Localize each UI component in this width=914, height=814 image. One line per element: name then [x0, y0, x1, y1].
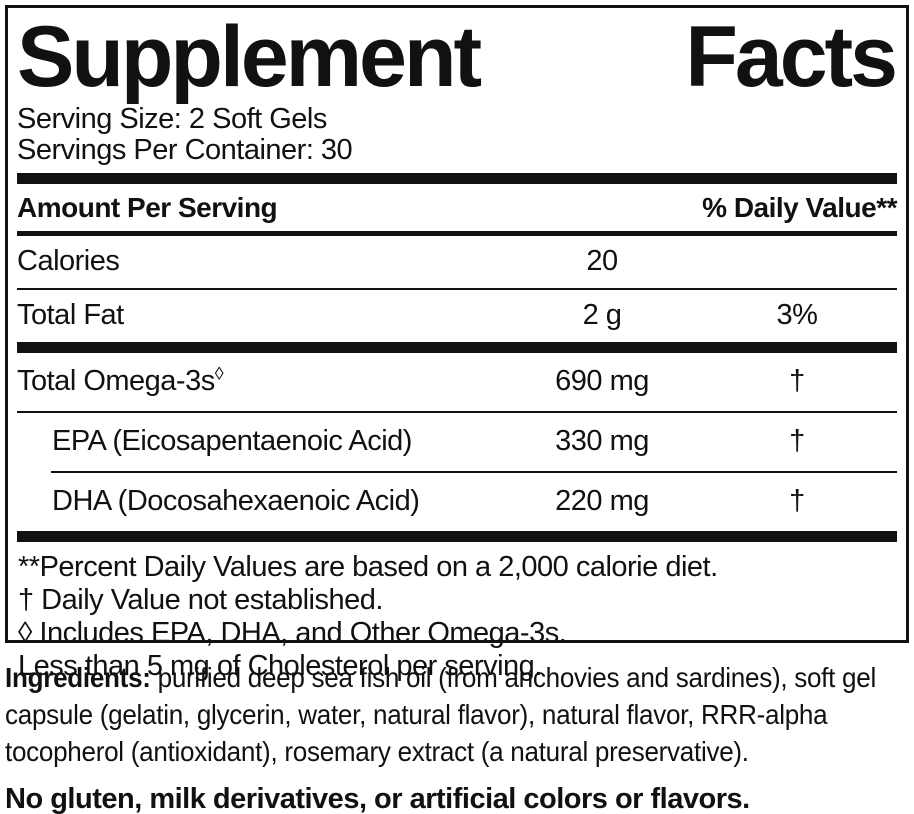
section-divider-bar — [17, 342, 897, 353]
row-divider-indented — [51, 471, 897, 473]
footnotes-block: **Percent Daily Values are based on a 2,… — [17, 542, 897, 683]
ingredients-paragraph: Ingredients: purified deep sea fish oil … — [5, 659, 909, 770]
nutrient-row-dha: DHA (Docosahexaenoic Acid) 220 mg † — [17, 473, 897, 531]
nutrient-amount: 330 mg — [555, 425, 649, 457]
nutrient-amount: 20 — [586, 245, 618, 277]
daily-value-header: % Daily Value** — [702, 192, 897, 223]
nutrient-row-total-omega3s: Total Omega-3s◊ 690 mg † — [17, 353, 897, 411]
nutrient-daily-value: 3% — [776, 299, 818, 331]
nutrient-name: Total Fat — [17, 299, 124, 331]
section-divider-bar — [17, 531, 897, 542]
ingredients-list-text: purified deep sea fish oil (from anchovi… — [5, 662, 876, 767]
footnote-daily-value-not-established: † Daily Value not established. — [18, 584, 383, 616]
panel-title-word-right: Facts — [685, 9, 898, 105]
nutrient-row-epa: EPA (Eicosapentaenoic Acid) 330 mg † — [17, 413, 897, 471]
lozenge-footnote-marker: ◊ — [214, 363, 224, 384]
footnote-includes-omega3s: ◊ Includes EPA, DHA, and Other Omega-3s. — [18, 617, 567, 649]
allergen-note: No gluten, milk derivatives, or artifici… — [5, 783, 750, 814]
amount-per-serving-header: Amount Per Serving — [17, 192, 278, 223]
row-divider — [17, 411, 897, 413]
nutrient-name: Total Omega-3s◊ — [17, 363, 224, 397]
nutrient-daily-value: † — [789, 425, 805, 457]
section-divider-bar — [17, 173, 897, 184]
nutrient-amount: 220 mg — [555, 485, 649, 517]
nutrient-daily-value: † — [789, 365, 805, 397]
footnote-cholesterol: Less than 5 mg of Cholesterol per servin… — [18, 650, 542, 682]
panel-title: Supplement Facts — [17, 9, 898, 105]
nutrient-row-total-fat: Total Fat 2 g 3% — [17, 290, 897, 342]
header-divider-bar — [17, 231, 897, 236]
nutrient-amount: 2 g — [582, 299, 622, 331]
serving-size-text: Serving Size: 2 Soft Gels — [17, 103, 327, 135]
nutrient-row-calories: Calories 20 — [17, 236, 897, 288]
nutrient-amount: 690 mg — [555, 365, 649, 397]
servings-per-container-text: Servings Per Container: 30 — [17, 134, 353, 166]
nutrient-daily-value: † — [789, 485, 805, 517]
nutrient-name: DHA (Docosahexaenoic Acid) — [52, 485, 420, 517]
supplement-facts-panel: Supplement Facts Serving Size: 2 Soft Ge… — [5, 5, 909, 682]
ingredients-lead-label: Ingredients: — [5, 662, 151, 693]
column-header-row: Amount Per Serving % Daily Value** — [17, 184, 897, 231]
footnote-percent-daily-values: **Percent Daily Values are based on a 2,… — [18, 551, 718, 583]
nutrient-name: EPA (Eicosapentaenoic Acid) — [52, 425, 412, 457]
panel-title-word-left: Supplement — [17, 9, 482, 105]
ingredients-section: Ingredients: purified deep sea fish oil … — [5, 659, 909, 770]
nutrient-name: Calories — [17, 245, 120, 277]
row-divider — [17, 288, 897, 290]
